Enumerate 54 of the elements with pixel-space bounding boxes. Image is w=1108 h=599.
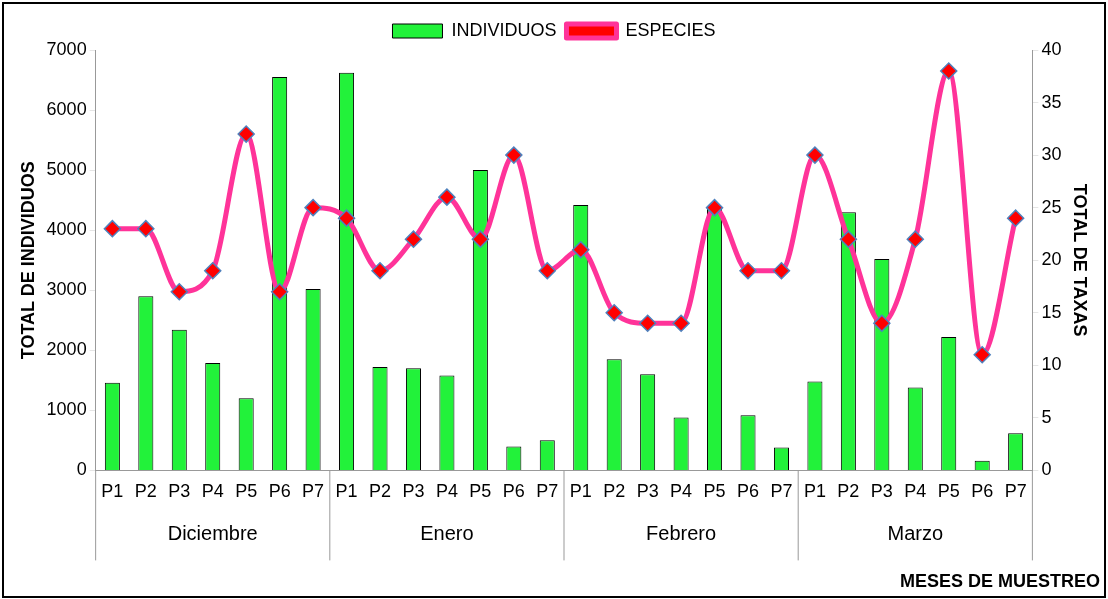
y2-tick-label: 5 <box>1041 406 1052 427</box>
x-tick-label: P4 <box>904 481 927 502</box>
legend-label: ESPECIES <box>625 19 716 40</box>
y-tick-label: 0 <box>76 459 87 480</box>
x-tick-label: P6 <box>737 481 760 502</box>
x-tick-label: P2 <box>603 481 626 502</box>
y-tick-label: 2000 <box>46 339 87 360</box>
x-tick-label: P1 <box>569 481 592 502</box>
x-tick-label: P7 <box>302 481 325 502</box>
x-tick-label: P6 <box>268 481 291 502</box>
x-tick-label: P4 <box>435 481 458 502</box>
y-tick-label: 4000 <box>46 219 87 240</box>
x-tick-label: P2 <box>368 481 392 502</box>
x-tick-label: P4 <box>670 481 693 502</box>
legend-label: INDIVIDUOS <box>451 19 557 40</box>
x-tick-label: P5 <box>703 481 726 502</box>
y2-tick-label: 30 <box>1041 144 1062 165</box>
y2-tick-label: 25 <box>1041 196 1062 217</box>
x-tick-label: P5 <box>235 481 258 502</box>
y-tick-label: 1000 <box>46 399 87 420</box>
x-tick-label: P5 <box>469 481 492 502</box>
x-tick-label: P3 <box>870 481 893 502</box>
x-tick-label: P3 <box>402 481 425 502</box>
y2-tick-label: 35 <box>1041 91 1062 112</box>
text: Febrero <box>646 521 717 544</box>
x-tick-label: P3 <box>636 481 659 502</box>
x-tick-label: P1 <box>101 481 124 502</box>
x-tick-label: P4 <box>201 481 224 502</box>
x-tick-label: P6 <box>502 481 525 502</box>
x-tick-label: P2 <box>837 481 860 502</box>
x-tick-label: P6 <box>971 481 994 502</box>
text: Enero <box>420 521 474 544</box>
x-tick-label: P1 <box>335 481 358 502</box>
x-tick-label: P2 <box>134 481 157 502</box>
text: Marzo <box>887 521 944 544</box>
y2-tick-label: 15 <box>1041 301 1062 322</box>
x-tick-label: P7 <box>770 481 793 502</box>
x-tick-label: P3 <box>168 481 191 502</box>
y-tick-label: 7000 <box>46 38 87 59</box>
x-tick-label: P7 <box>1004 481 1027 502</box>
y-axis-title: TOTAL DE INDIVIDUOS <box>17 161 38 360</box>
x-tick-label: P1 <box>803 481 826 502</box>
y2-tick-label: 20 <box>1041 249 1062 270</box>
y2-tick-label: 10 <box>1041 354 1062 375</box>
y-tick-label: 6000 <box>46 99 87 120</box>
y-tick-label: 5000 <box>46 159 87 180</box>
y2-tick-label: 40 <box>1041 38 1062 59</box>
y2-tick-label: 0 <box>1041 459 1052 480</box>
y-tick-label: 3000 <box>46 279 87 300</box>
y2-axis-title: TOTAL DE TAXAS <box>1070 183 1091 337</box>
x-tick-label: P7 <box>536 481 559 502</box>
x-axis-title: MESES DE MUESTREO <box>899 570 1100 591</box>
x-tick-label: P5 <box>937 481 960 502</box>
text: Diciembre <box>167 521 258 544</box>
